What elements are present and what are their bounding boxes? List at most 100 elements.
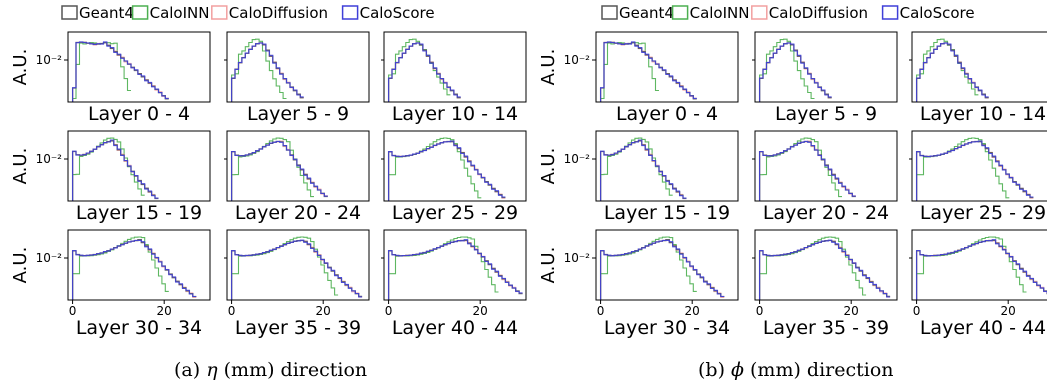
series-calodiffusion xyxy=(72,239,197,300)
x-tick-label: 0 xyxy=(913,304,921,318)
x-tick-label: 0 xyxy=(228,304,236,318)
panel-layer25-29: Layer 25 - 29 xyxy=(381,130,527,224)
panel-layer20-24: Layer 20 - 24 xyxy=(752,130,898,224)
panel-series xyxy=(387,236,523,300)
panel-layer10-14: Layer 10 - 14 xyxy=(381,31,527,125)
panel-label: Layer 10 - 14 xyxy=(392,103,518,125)
series-geant4 xyxy=(599,238,725,300)
series-calodiffusion xyxy=(231,140,328,201)
panel-label: Layer 40 - 44 xyxy=(392,317,518,339)
y-tick-label: 10⁻² xyxy=(36,251,63,265)
x-tick-label: 20 xyxy=(1001,304,1016,318)
panel-label: Layer 5 - 9 xyxy=(775,103,877,125)
series-geant4 xyxy=(387,239,523,300)
legend-swatch-calodiffusion xyxy=(751,5,768,20)
chart-group-1: 10⁻² A.U. Layer 0 - 4 Layer 5 - 9 Layer 10 -… xyxy=(538,31,1047,339)
series-geant4 xyxy=(599,140,687,201)
series-caloinn xyxy=(72,41,131,102)
panel-series xyxy=(915,38,989,102)
series-caloinn xyxy=(72,137,145,201)
series-caloinn xyxy=(388,137,482,201)
series-caloinn xyxy=(600,137,673,201)
panel-series xyxy=(230,38,304,102)
panel-series xyxy=(758,236,891,300)
y-tick-label: 10⁻² xyxy=(564,251,591,265)
series-calodiffusion xyxy=(72,140,155,201)
panel-frame xyxy=(911,31,1047,103)
caption-a: (a) η (mm) direction xyxy=(174,359,367,381)
series-caloscore xyxy=(600,239,725,300)
series-geant4 xyxy=(71,238,197,300)
x-tick-label: 20 xyxy=(844,304,859,318)
panel-label: Layer 25 - 29 xyxy=(392,202,518,224)
series-calodiffusion xyxy=(600,41,697,102)
series-geant4 xyxy=(230,239,363,300)
panel-frame xyxy=(911,229,1047,301)
panel-layer15-19: 10⁻² A.U. Layer 15 - 19 xyxy=(10,130,211,224)
series-geant4 xyxy=(758,239,891,300)
panels: 10⁻² A.U. Layer 0 - 4 Layer 5 - 9 Layer 10 -… xyxy=(10,31,1047,339)
panel-series xyxy=(387,38,461,102)
panel-series xyxy=(387,137,506,201)
panel-label: Layer 5 - 9 xyxy=(247,103,349,125)
panel-series xyxy=(71,236,197,300)
panel-series xyxy=(599,41,697,102)
legend-swatch-geant4 xyxy=(61,5,78,20)
panel-label: Layer 35 - 39 xyxy=(235,317,361,339)
series-geant4 xyxy=(71,41,169,102)
legend-label-calodiffusion: CaloDiffusion xyxy=(769,4,868,22)
panel-layer0-4: 10⁻² A.U. Layer 0 - 4 xyxy=(538,31,739,125)
panel-label: Layer 0 - 4 xyxy=(88,103,190,125)
panel-frame xyxy=(754,130,898,202)
series-geant4 xyxy=(387,140,506,201)
series-caloscore xyxy=(759,140,856,201)
panel-series xyxy=(758,137,856,201)
panel-layer10-14: Layer 10 - 14 xyxy=(909,31,1047,125)
series-calodiffusion xyxy=(388,239,523,300)
series-geant4 xyxy=(915,140,1034,201)
x-tick-label: 0 xyxy=(756,304,764,318)
series-calodiffusion xyxy=(72,41,169,102)
x-tick-label: 20 xyxy=(157,304,172,318)
series-caloscore xyxy=(231,239,363,300)
series-caloinn xyxy=(231,236,339,300)
series-caloinn xyxy=(916,137,1010,201)
panel-label: Layer 25 - 29 xyxy=(920,202,1046,224)
legend-label-caloinn: CaloINN xyxy=(150,4,210,22)
panel-frame xyxy=(754,31,898,103)
series-caloscore xyxy=(759,239,891,300)
panel-frame xyxy=(226,31,370,103)
legend-swatch-caloscore xyxy=(881,5,899,20)
panel-series xyxy=(915,137,1034,201)
legend-swatch-calodiffusion xyxy=(211,5,228,20)
series-caloscore xyxy=(72,239,197,300)
y-axis-label: A.U. xyxy=(10,247,31,284)
legend-swatch-caloscore xyxy=(341,5,359,20)
series-caloinn xyxy=(759,236,867,300)
x-tick-label: 0 xyxy=(69,304,77,318)
series-calodiffusion xyxy=(759,239,891,300)
series-caloscore xyxy=(72,139,159,201)
series-caloscore xyxy=(759,42,832,102)
panel-series xyxy=(230,236,363,300)
series-caloscore xyxy=(916,42,989,102)
legend-label-caloinn: CaloINN xyxy=(690,4,750,22)
panel-label: Layer 35 - 39 xyxy=(763,317,889,339)
series-caloscore xyxy=(600,139,687,201)
panel-frame xyxy=(383,130,527,202)
legend-swatch-caloinn xyxy=(671,5,689,20)
legend-label-geant4: Geant4 xyxy=(79,4,134,22)
panel-label: Layer 40 - 44 xyxy=(920,317,1046,339)
series-calodiffusion xyxy=(916,239,1047,300)
series-caloscore xyxy=(600,41,697,102)
panel-label: Layer 20 - 24 xyxy=(235,202,361,224)
series-calodiffusion xyxy=(600,239,725,300)
legend-swatch-caloinn xyxy=(131,5,149,20)
caption-b: (b) ϕ (mm) direction xyxy=(698,359,894,381)
series-calodiffusion xyxy=(759,140,856,201)
legend-label-caloscore: CaloScore xyxy=(360,4,435,22)
